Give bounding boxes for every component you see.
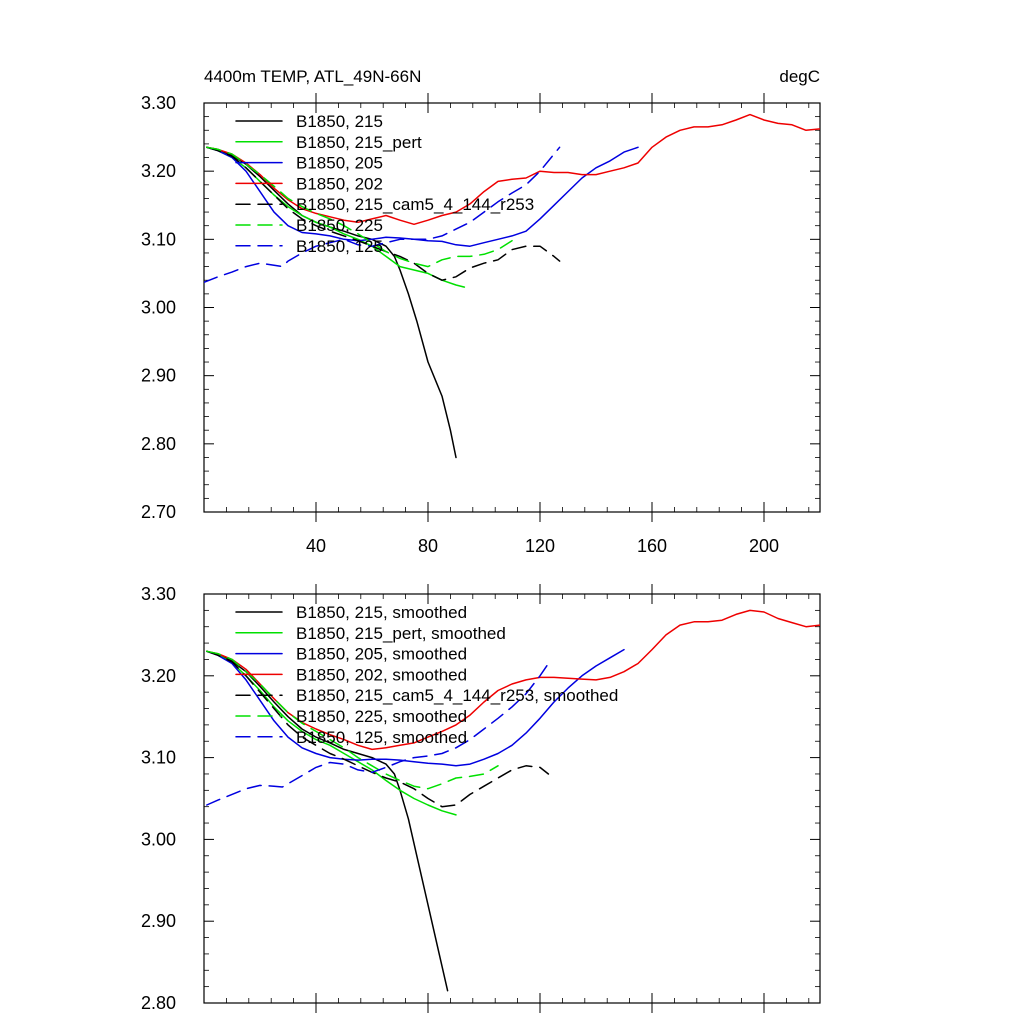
legend-label: B1850, 215_cam5_4_144_r253 <box>296 195 534 214</box>
series-group <box>204 113 820 459</box>
y-tick-label: 2.70 <box>141 502 176 522</box>
legend-label: B1850, 225, smoothed <box>296 707 467 726</box>
y-tick-label: 3.00 <box>141 298 176 318</box>
y-tick-label: 3.10 <box>141 748 176 768</box>
series-line-6 <box>206 662 550 806</box>
y-tick-label: 2.90 <box>141 366 176 386</box>
y-tick-label: 3.20 <box>141 666 176 686</box>
y-tick-label: 2.90 <box>141 911 176 931</box>
series-line-6 <box>204 146 561 284</box>
legend-label: B1850, 215_pert, smoothed <box>296 624 506 643</box>
legend-label: B1850, 215, smoothed <box>296 603 467 622</box>
units-label: degC <box>779 67 820 86</box>
legend-label: B1850, 202 <box>296 174 383 193</box>
legend-label: B1850, 202, smoothed <box>296 665 467 684</box>
legend-label: B1850, 215_cam5_4_144_r253, smoothed <box>296 686 618 705</box>
series-line-3 <box>206 609 820 751</box>
legend-label: B1850, 215_pert <box>296 133 422 152</box>
y-tick-label: 3.00 <box>141 829 176 849</box>
legend-label: B1850, 205 <box>296 154 383 173</box>
x-tick-label: 120 <box>525 536 555 556</box>
legend-label: B1850, 225 <box>296 216 383 235</box>
x-tick-label: 200 <box>749 536 779 556</box>
chart-title: 4400m TEMP, ATL_49N-66N <box>204 67 421 86</box>
legend-label: B1850, 215 <box>296 112 383 131</box>
y-tick-label: 3.20 <box>141 161 176 181</box>
series-line-5 <box>206 146 513 268</box>
top-panel: 4400m TEMP, ATL_49N-66N degC 2.70 2.80 2.90 3… <box>141 67 821 556</box>
x-tick-label: 40 <box>306 536 326 556</box>
series-line-2 <box>206 648 625 767</box>
plot-frame <box>203 593 821 1004</box>
y-tick-label: 3.10 <box>141 229 176 249</box>
y-tick-label: 3.30 <box>141 93 176 113</box>
y-tick-label: 2.80 <box>141 434 176 454</box>
bottom-panel: 2.80 2.90 3.00 3.10 3.20 3.30 B1850, 215, smoo… <box>141 584 821 1013</box>
legend-label: B1850, 125, smoothed <box>296 728 467 747</box>
x-tick-label: 80 <box>418 536 438 556</box>
legend-label: B1850, 125 <box>296 237 383 256</box>
y-tick-label: 2.80 <box>141 993 176 1013</box>
series-line-5 <box>206 650 499 790</box>
y-tick-label: 3.30 <box>141 584 176 604</box>
x-tick-label: 160 <box>637 536 667 556</box>
series-line-0 <box>206 146 457 459</box>
series-line-3 <box>206 113 820 226</box>
legend-label: B1850, 205, smoothed <box>296 645 467 664</box>
